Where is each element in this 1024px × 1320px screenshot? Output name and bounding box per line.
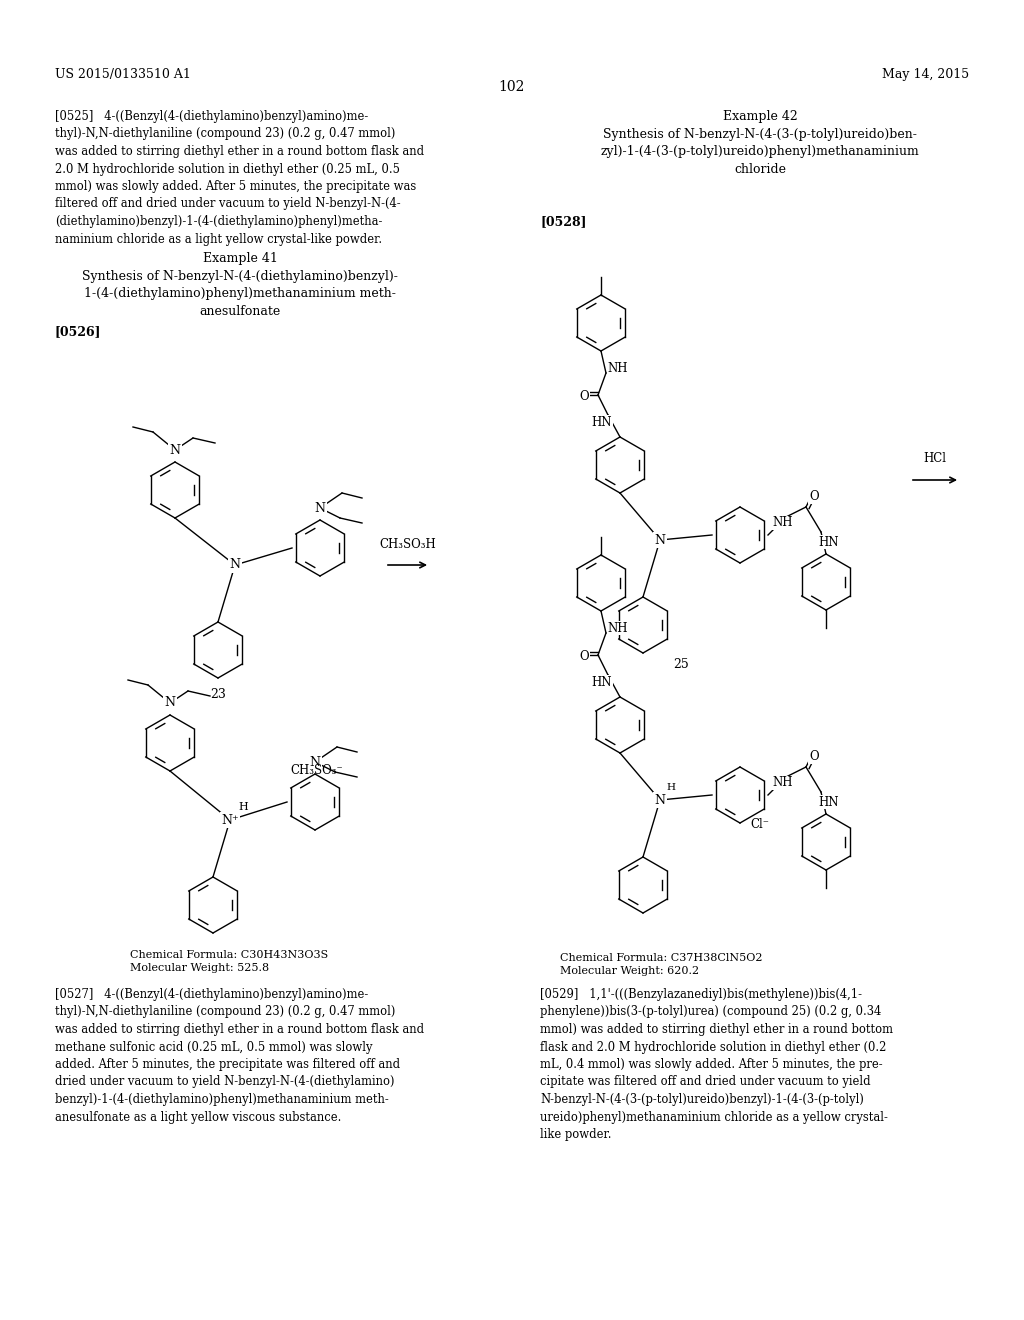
Text: N: N [314,502,326,515]
Text: Cl⁻: Cl⁻ [750,818,769,832]
Text: May 14, 2015: May 14, 2015 [882,69,969,81]
Text: Example 41: Example 41 [203,252,278,265]
Text: [0525]   4-((Benzyl(4-(diethylamino)benzyl)amino)me-
thyl)-N,N-diethylaniline (c: [0525] 4-((Benzyl(4-(diethylamino)benzyl… [55,110,424,246]
Text: O: O [580,651,589,664]
Text: N: N [170,444,180,457]
Text: [0528]: [0528] [540,215,587,228]
Text: NH: NH [773,516,794,529]
Text: 25: 25 [673,657,689,671]
Text: H: H [238,803,248,812]
Text: H: H [666,783,675,792]
Text: [0526]: [0526] [55,325,101,338]
Text: HN: HN [592,676,612,689]
Text: 102: 102 [499,81,525,94]
Text: Chemical Formula: C30H43N3O3S
Molecular Weight: 525.8: Chemical Formula: C30H43N3O3S Molecular … [130,950,329,973]
Text: Synthesis of N-benzyl-N-(4-(3-(p-tolyl)ureido)ben-
zyl)-1-(4-(3-(p-tolyl)ureido): Synthesis of N-benzyl-N-(4-(3-(p-tolyl)u… [601,128,920,176]
Text: CH₃SO₃⁻: CH₃SO₃⁻ [290,763,343,776]
Text: N: N [229,558,241,572]
Text: Chemical Formula: C37H38ClN5O2
Molecular Weight: 620.2: Chemical Formula: C37H38ClN5O2 Molecular… [560,953,763,977]
Text: CH₃SO₃H: CH₃SO₃H [380,539,436,550]
Text: NH: NH [608,362,629,375]
Text: Synthesis of N-benzyl-N-(4-(diethylamino)benzyl)-
1-(4-(diethylamino)phenyl)meth: Synthesis of N-benzyl-N-(4-(diethylamino… [82,271,398,318]
Text: NH: NH [608,622,629,635]
Text: N: N [165,697,175,710]
Text: HN: HN [592,416,612,429]
Text: O: O [580,391,589,404]
Text: N: N [654,533,666,546]
Text: N: N [309,755,321,768]
Text: HCl: HCl [924,451,946,465]
Text: US 2015/0133510 A1: US 2015/0133510 A1 [55,69,190,81]
Text: Example 42: Example 42 [723,110,798,123]
Text: N⁺: N⁺ [221,813,239,826]
Text: 23: 23 [210,688,226,701]
Text: [0529]   1,1'-(((Benzylazanediyl)bis(methylene))bis(4,1-
phenylene))bis(3-(p-tol: [0529] 1,1'-(((Benzylazanediyl)bis(methy… [540,987,893,1140]
Text: HN: HN [819,536,840,549]
Text: [0527]   4-((Benzyl(4-(diethylamino)benzyl)amino)me-
thyl)-N,N-diethylaniline (c: [0527] 4-((Benzyl(4-(diethylamino)benzyl… [55,987,424,1123]
Text: HN: HN [819,796,840,808]
Text: N: N [654,533,666,546]
Text: O: O [809,751,819,763]
Text: NH: NH [773,776,794,789]
Text: N: N [654,793,666,807]
Text: O: O [809,491,819,503]
